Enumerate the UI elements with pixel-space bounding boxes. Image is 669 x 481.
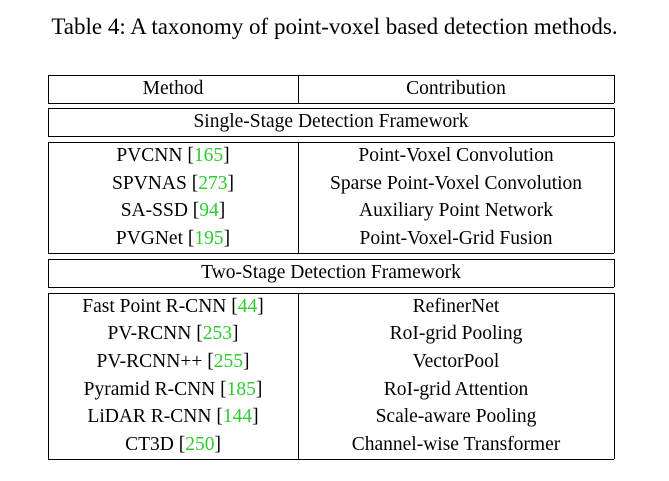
method-cell: PVCNN [165] bbox=[116, 144, 230, 166]
rule-header-bottom bbox=[48, 103, 614, 104]
header-row: Method Contribution bbox=[48, 75, 614, 103]
taxonomy-table: Method Contribution Single-Stage Detecti… bbox=[48, 75, 615, 460]
vrule-right bbox=[614, 108, 615, 136]
contribution-cell: RoI-grid Attention bbox=[383, 378, 529, 400]
vrule-right bbox=[614, 142, 615, 253]
vrule-left bbox=[48, 259, 49, 287]
contribution-cell: Scale-aware Pooling bbox=[375, 405, 537, 427]
citation-link[interactable]: 253 bbox=[202, 322, 232, 344]
table-row: SPVNAS [273] Sparse Point-Voxel Convolut… bbox=[48, 170, 614, 198]
table-row: PVCNN [165] Point-Voxel Convolution bbox=[48, 142, 614, 170]
table-row: PV-RCNN [253] RoI-grid Pooling bbox=[48, 320, 614, 348]
vrule-column-divider bbox=[298, 293, 299, 459]
vrule-left bbox=[48, 293, 49, 459]
contribution-cell: Sparse Point-Voxel Convolution bbox=[329, 172, 583, 194]
vrule-column-divider bbox=[298, 75, 299, 103]
method-cell: PV-RCNN++ [255] bbox=[96, 350, 250, 372]
rule-group1-title-bottom bbox=[48, 136, 614, 137]
contribution-cell: Point-Voxel Convolution bbox=[358, 144, 554, 166]
rule-top bbox=[48, 75, 614, 76]
contribution-cell: RefinerNet bbox=[412, 295, 500, 317]
table-caption: Table 4: A taxonomy of point-voxel based… bbox=[51, 14, 618, 39]
vrule-left bbox=[48, 142, 49, 253]
table-row: Pyramid R-CNN [185] RoI-grid Attention bbox=[48, 376, 614, 404]
vrule-right bbox=[614, 293, 615, 459]
citation-link[interactable]: 44 bbox=[237, 295, 258, 317]
header-method: Method bbox=[142, 77, 204, 99]
method-cell: CT3D [250] bbox=[125, 433, 221, 455]
rule-group2-title-bottom bbox=[48, 287, 614, 288]
vrule-left bbox=[48, 75, 49, 103]
rule-bottom bbox=[48, 459, 614, 460]
citation-link[interactable]: 94 bbox=[199, 199, 219, 221]
contribution-cell: RoI-grid Pooling bbox=[389, 322, 523, 344]
rule-group1-title-top bbox=[48, 108, 614, 109]
group-title-two-stage: Two-Stage Detection Framework bbox=[201, 261, 461, 283]
method-cell: PVGNet [195] bbox=[115, 227, 231, 249]
citation-link[interactable]: 144 bbox=[222, 405, 253, 427]
method-cell: Pyramid R-CNN [185] bbox=[83, 378, 263, 400]
method-cell: Fast Point R-CNN [44] bbox=[82, 295, 264, 317]
group-title-row: Two-Stage Detection Framework bbox=[48, 259, 614, 287]
vrule-right bbox=[614, 75, 615, 103]
rule-group1-rows-bottom bbox=[48, 253, 614, 254]
rule-group2-title-top bbox=[48, 259, 614, 260]
table-row: Fast Point R-CNN [44] RefinerNet bbox=[48, 293, 614, 321]
method-cell: PV-RCNN [253] bbox=[107, 322, 239, 344]
citation-link[interactable]: 165 bbox=[193, 144, 224, 166]
citation-link[interactable]: 255 bbox=[213, 350, 243, 372]
table-row: LiDAR R-CNN [144] Scale-aware Pooling bbox=[48, 403, 614, 431]
contribution-cell: VectorPool bbox=[412, 350, 500, 372]
group-title-single-stage: Single-Stage Detection Framework bbox=[193, 110, 469, 132]
vrule-right bbox=[614, 259, 615, 287]
citation-link[interactable]: 273 bbox=[198, 172, 228, 194]
table-row: CT3D [250] Channel-wise Transformer bbox=[48, 431, 614, 459]
method-cell: LiDAR R-CNN [144] bbox=[87, 405, 259, 427]
table-row: PVGNet [195] Point-Voxel-Grid Fusion bbox=[48, 225, 614, 253]
method-cell: SA-SSD [94] bbox=[120, 199, 226, 221]
rule-group2-rows-top bbox=[48, 293, 614, 294]
citation-link[interactable]: 250 bbox=[185, 433, 215, 455]
table-row: SA-SSD [94] Auxiliary Point Network bbox=[48, 197, 614, 225]
citation-link[interactable]: 195 bbox=[194, 227, 224, 249]
contribution-cell: Channel-wise Transformer bbox=[351, 433, 561, 455]
header-contribution: Contribution bbox=[406, 77, 506, 99]
citation-link[interactable]: 185 bbox=[226, 378, 256, 400]
contribution-cell: Auxiliary Point Network bbox=[359, 199, 553, 221]
vrule-column-divider bbox=[298, 142, 299, 253]
table-row: PV-RCNN++ [255] VectorPool bbox=[48, 348, 614, 376]
group-title-row: Single-Stage Detection Framework bbox=[48, 108, 614, 136]
vrule-left bbox=[48, 108, 49, 136]
method-cell: SPVNAS [273] bbox=[112, 172, 234, 194]
contribution-cell: Point-Voxel-Grid Fusion bbox=[359, 227, 553, 249]
rule-group1-rows-top bbox=[48, 142, 614, 143]
